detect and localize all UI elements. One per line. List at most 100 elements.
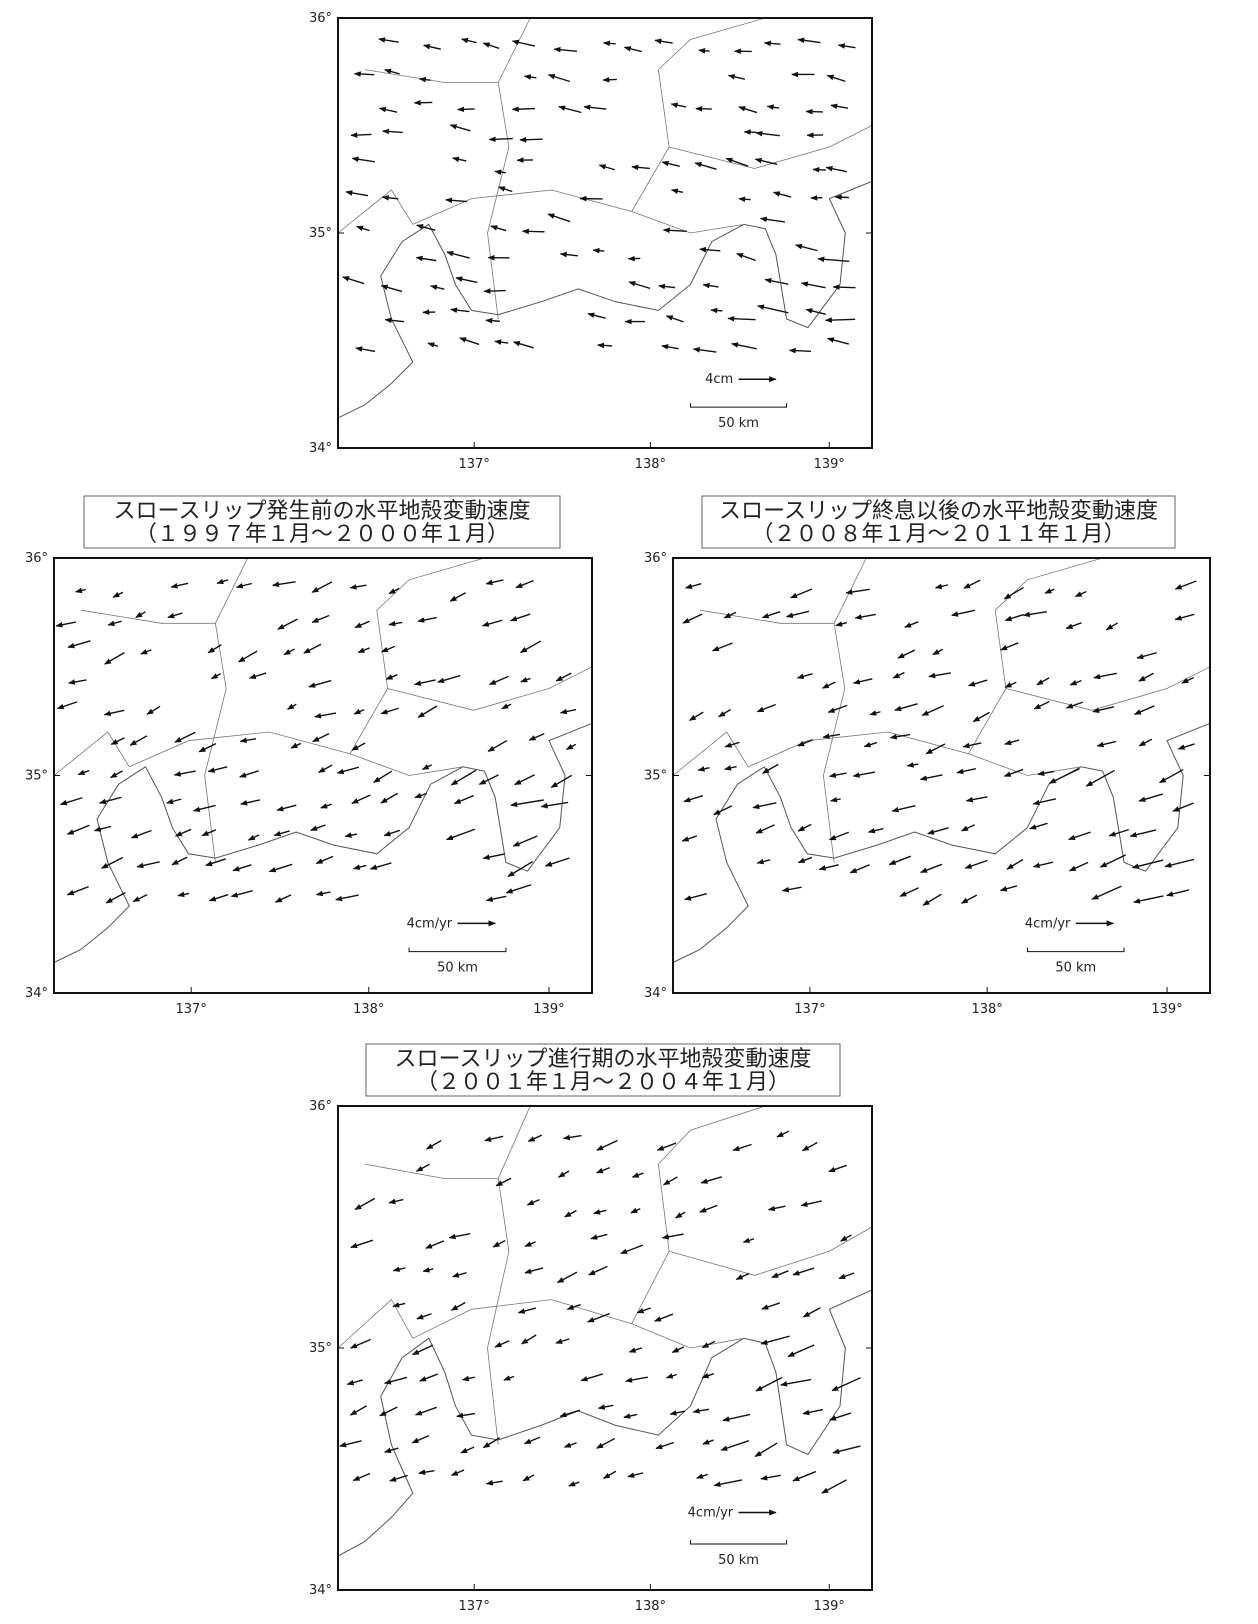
coastline bbox=[672, 722, 1211, 963]
velocity-arrow bbox=[505, 884, 532, 894]
prefecture-border bbox=[129, 557, 485, 768]
velocity-arrow bbox=[311, 581, 333, 593]
velocity-arrow bbox=[201, 829, 217, 837]
prefecture-border bbox=[487, 17, 531, 320]
longitude-label: 138° bbox=[635, 1599, 666, 1614]
velocity-arrow bbox=[136, 861, 160, 869]
prefecture-border bbox=[631, 211, 744, 234]
velocity-arrow bbox=[521, 228, 545, 235]
velocity-arrow bbox=[1065, 701, 1084, 709]
velocity-arrow bbox=[522, 1474, 535, 1482]
velocity-arrow bbox=[801, 1141, 818, 1152]
velocity-arrow bbox=[103, 709, 125, 717]
velocity-arrow bbox=[661, 1233, 684, 1240]
velocity-arrow bbox=[314, 712, 337, 719]
velocity-arrow bbox=[827, 704, 848, 713]
velocity-arrow bbox=[1174, 613, 1195, 621]
velocity-arrow bbox=[384, 1447, 399, 1454]
velocity-arrow bbox=[800, 1200, 822, 1207]
velocity-arrow bbox=[830, 103, 849, 110]
latitude-label: 35° bbox=[25, 769, 48, 784]
velocity-arrow bbox=[373, 770, 393, 783]
velocity-arrow bbox=[840, 1234, 852, 1242]
velocity-arrow bbox=[452, 156, 467, 163]
velocity-arrow bbox=[415, 255, 437, 262]
velocity-arrow bbox=[1048, 767, 1080, 784]
latitude-label: 34° bbox=[309, 441, 332, 456]
velocity-arrow bbox=[669, 1410, 686, 1416]
velocity-arrow bbox=[738, 106, 758, 114]
distance-scale-label: 50 km bbox=[718, 1553, 759, 1568]
velocity-arrow bbox=[450, 769, 477, 786]
velocity-arrow bbox=[790, 588, 813, 599]
velocity-arrow bbox=[631, 1172, 644, 1178]
velocity-arrow bbox=[964, 859, 988, 869]
velocity-arrow bbox=[1032, 861, 1054, 869]
velocity-arrow bbox=[763, 40, 781, 47]
velocity-arrow bbox=[1029, 822, 1048, 830]
velocity-arrow bbox=[422, 44, 441, 50]
velocity-arrow bbox=[1133, 895, 1164, 904]
distance-scale-label: 50 km bbox=[718, 416, 759, 431]
velocity-arrow bbox=[342, 276, 365, 285]
velocity-arrow bbox=[445, 828, 476, 841]
title-line: （２００１年１月～２００４年１月） bbox=[416, 1070, 790, 1095]
velocity-arrow bbox=[392, 1302, 406, 1308]
distance-scale-bar bbox=[689, 1540, 788, 1545]
map-panel: スロースリップ発生前の水平地殻変動速度（１９９７年１月～２０００年１月） 36° 3… bbox=[25, 495, 593, 1017]
velocity-arrow bbox=[550, 774, 573, 789]
prefecture-border bbox=[337, 1298, 414, 1349]
velocity-arrow bbox=[455, 276, 478, 284]
velocity-arrow bbox=[713, 805, 733, 816]
velocity-arrow bbox=[1074, 591, 1087, 598]
distance-scale-bar bbox=[689, 403, 788, 408]
velocity-arrow bbox=[755, 824, 775, 834]
velocity-arrow bbox=[485, 895, 507, 902]
velocity-arrow bbox=[208, 893, 229, 902]
velocity-arrow bbox=[112, 591, 124, 598]
longitude-label: 139° bbox=[814, 1599, 845, 1614]
velocity-arrow bbox=[701, 1340, 716, 1349]
latitude-label: 35° bbox=[644, 769, 667, 784]
velocity-arrow bbox=[346, 1379, 363, 1386]
velocity-arrow bbox=[105, 891, 126, 904]
velocity-arrow bbox=[754, 1442, 778, 1458]
velocity-arrow bbox=[235, 582, 252, 589]
velocity-arrow bbox=[177, 891, 190, 898]
velocity-arrow bbox=[797, 823, 812, 832]
longitude-label: 139° bbox=[1151, 1002, 1182, 1017]
velocity-arrow bbox=[805, 308, 826, 316]
velocity-arrow bbox=[461, 1375, 475, 1382]
velocity-arrow bbox=[385, 674, 398, 680]
title-line: スロースリップ発生前の水平地殻変動速度 bbox=[114, 499, 531, 524]
velocity-arrow bbox=[699, 1204, 718, 1213]
velocity-arrow bbox=[487, 739, 508, 752]
velocity-arrow bbox=[482, 1437, 501, 1449]
velocity-arrow bbox=[802, 1408, 824, 1416]
velocity-arrow bbox=[603, 1470, 617, 1480]
velocity-arrow bbox=[967, 679, 988, 687]
velocity-arrow bbox=[1069, 680, 1082, 686]
velocity-arrow bbox=[1131, 859, 1164, 869]
velocity-arrow bbox=[501, 703, 512, 710]
velocity-arrow bbox=[129, 735, 148, 746]
velocity-arrow bbox=[384, 317, 405, 324]
title-line: （２００８年１月～２０１１年１月） bbox=[751, 522, 1125, 547]
velocity-arrow bbox=[802, 1307, 821, 1318]
velocity-arrow bbox=[457, 106, 475, 113]
velocity-arrow bbox=[146, 705, 161, 715]
velocity-arrow bbox=[661, 344, 679, 350]
velocity-arrow bbox=[1174, 580, 1197, 590]
velocity-arrow bbox=[824, 317, 856, 323]
velocity-arrow bbox=[764, 278, 789, 285]
velocity-arrow bbox=[460, 1446, 475, 1454]
prefecture-border bbox=[668, 1226, 873, 1276]
velocity-arrow bbox=[593, 1209, 607, 1215]
velocity-arrow bbox=[951, 609, 976, 617]
velocity-arrow bbox=[378, 106, 398, 113]
velocity-arrow bbox=[828, 772, 847, 778]
velocity-arrow bbox=[934, 583, 949, 590]
velocity-arrow bbox=[355, 346, 376, 353]
velocity-arrow bbox=[349, 584, 367, 590]
velocity-arrow bbox=[1177, 743, 1195, 750]
